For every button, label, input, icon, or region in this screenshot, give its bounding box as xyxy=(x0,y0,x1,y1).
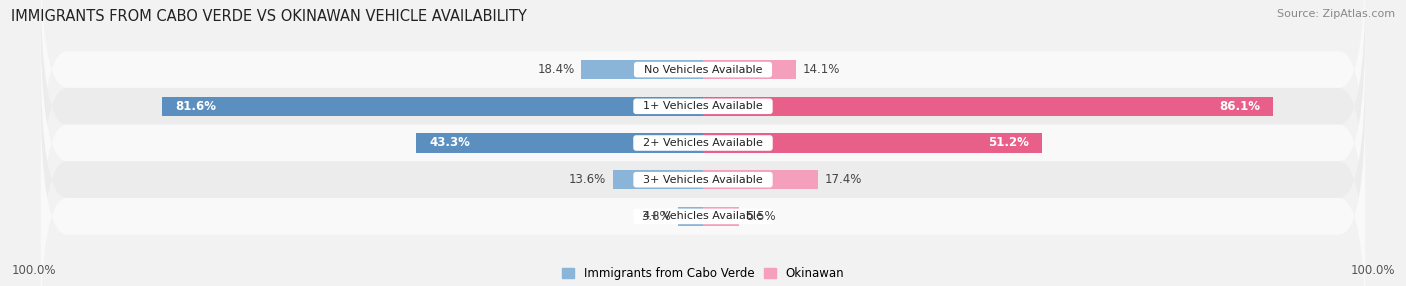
FancyBboxPatch shape xyxy=(41,0,1365,198)
Bar xyxy=(613,170,703,189)
Text: IMMIGRANTS FROM CABO VERDE VS OKINAWAN VEHICLE AVAILABILITY: IMMIGRANTS FROM CABO VERDE VS OKINAWAN V… xyxy=(11,9,527,23)
Text: Source: ZipAtlas.com: Source: ZipAtlas.com xyxy=(1277,9,1395,19)
FancyBboxPatch shape xyxy=(41,88,1365,286)
Bar xyxy=(163,97,703,116)
Bar xyxy=(703,97,1274,116)
Bar xyxy=(703,60,796,79)
Bar xyxy=(703,170,818,189)
Text: 81.6%: 81.6% xyxy=(176,100,217,113)
Text: 4+ Vehicles Available: 4+ Vehicles Available xyxy=(636,211,770,221)
Text: 17.4%: 17.4% xyxy=(825,173,862,186)
Text: 5.5%: 5.5% xyxy=(747,210,776,223)
Text: 43.3%: 43.3% xyxy=(429,136,470,150)
FancyBboxPatch shape xyxy=(41,51,1365,286)
Text: 13.6%: 13.6% xyxy=(569,173,606,186)
Text: 3+ Vehicles Available: 3+ Vehicles Available xyxy=(636,175,770,185)
Text: 14.1%: 14.1% xyxy=(803,63,841,76)
Legend: Immigrants from Cabo Verde, Okinawan: Immigrants from Cabo Verde, Okinawan xyxy=(562,267,844,280)
FancyBboxPatch shape xyxy=(41,0,1365,235)
Bar xyxy=(703,207,740,226)
Text: 86.1%: 86.1% xyxy=(1219,100,1260,113)
Bar xyxy=(581,60,703,79)
Text: 3.8%: 3.8% xyxy=(641,210,671,223)
Text: No Vehicles Available: No Vehicles Available xyxy=(637,65,769,75)
Bar xyxy=(678,207,703,226)
Text: 51.2%: 51.2% xyxy=(988,136,1029,150)
Bar xyxy=(703,134,1042,152)
Text: 100.0%: 100.0% xyxy=(11,265,56,277)
Bar xyxy=(416,134,703,152)
Text: 2+ Vehicles Available: 2+ Vehicles Available xyxy=(636,138,770,148)
Text: 100.0%: 100.0% xyxy=(1350,265,1395,277)
Text: 1+ Vehicles Available: 1+ Vehicles Available xyxy=(636,101,770,111)
Text: 18.4%: 18.4% xyxy=(537,63,575,76)
FancyBboxPatch shape xyxy=(41,15,1365,271)
